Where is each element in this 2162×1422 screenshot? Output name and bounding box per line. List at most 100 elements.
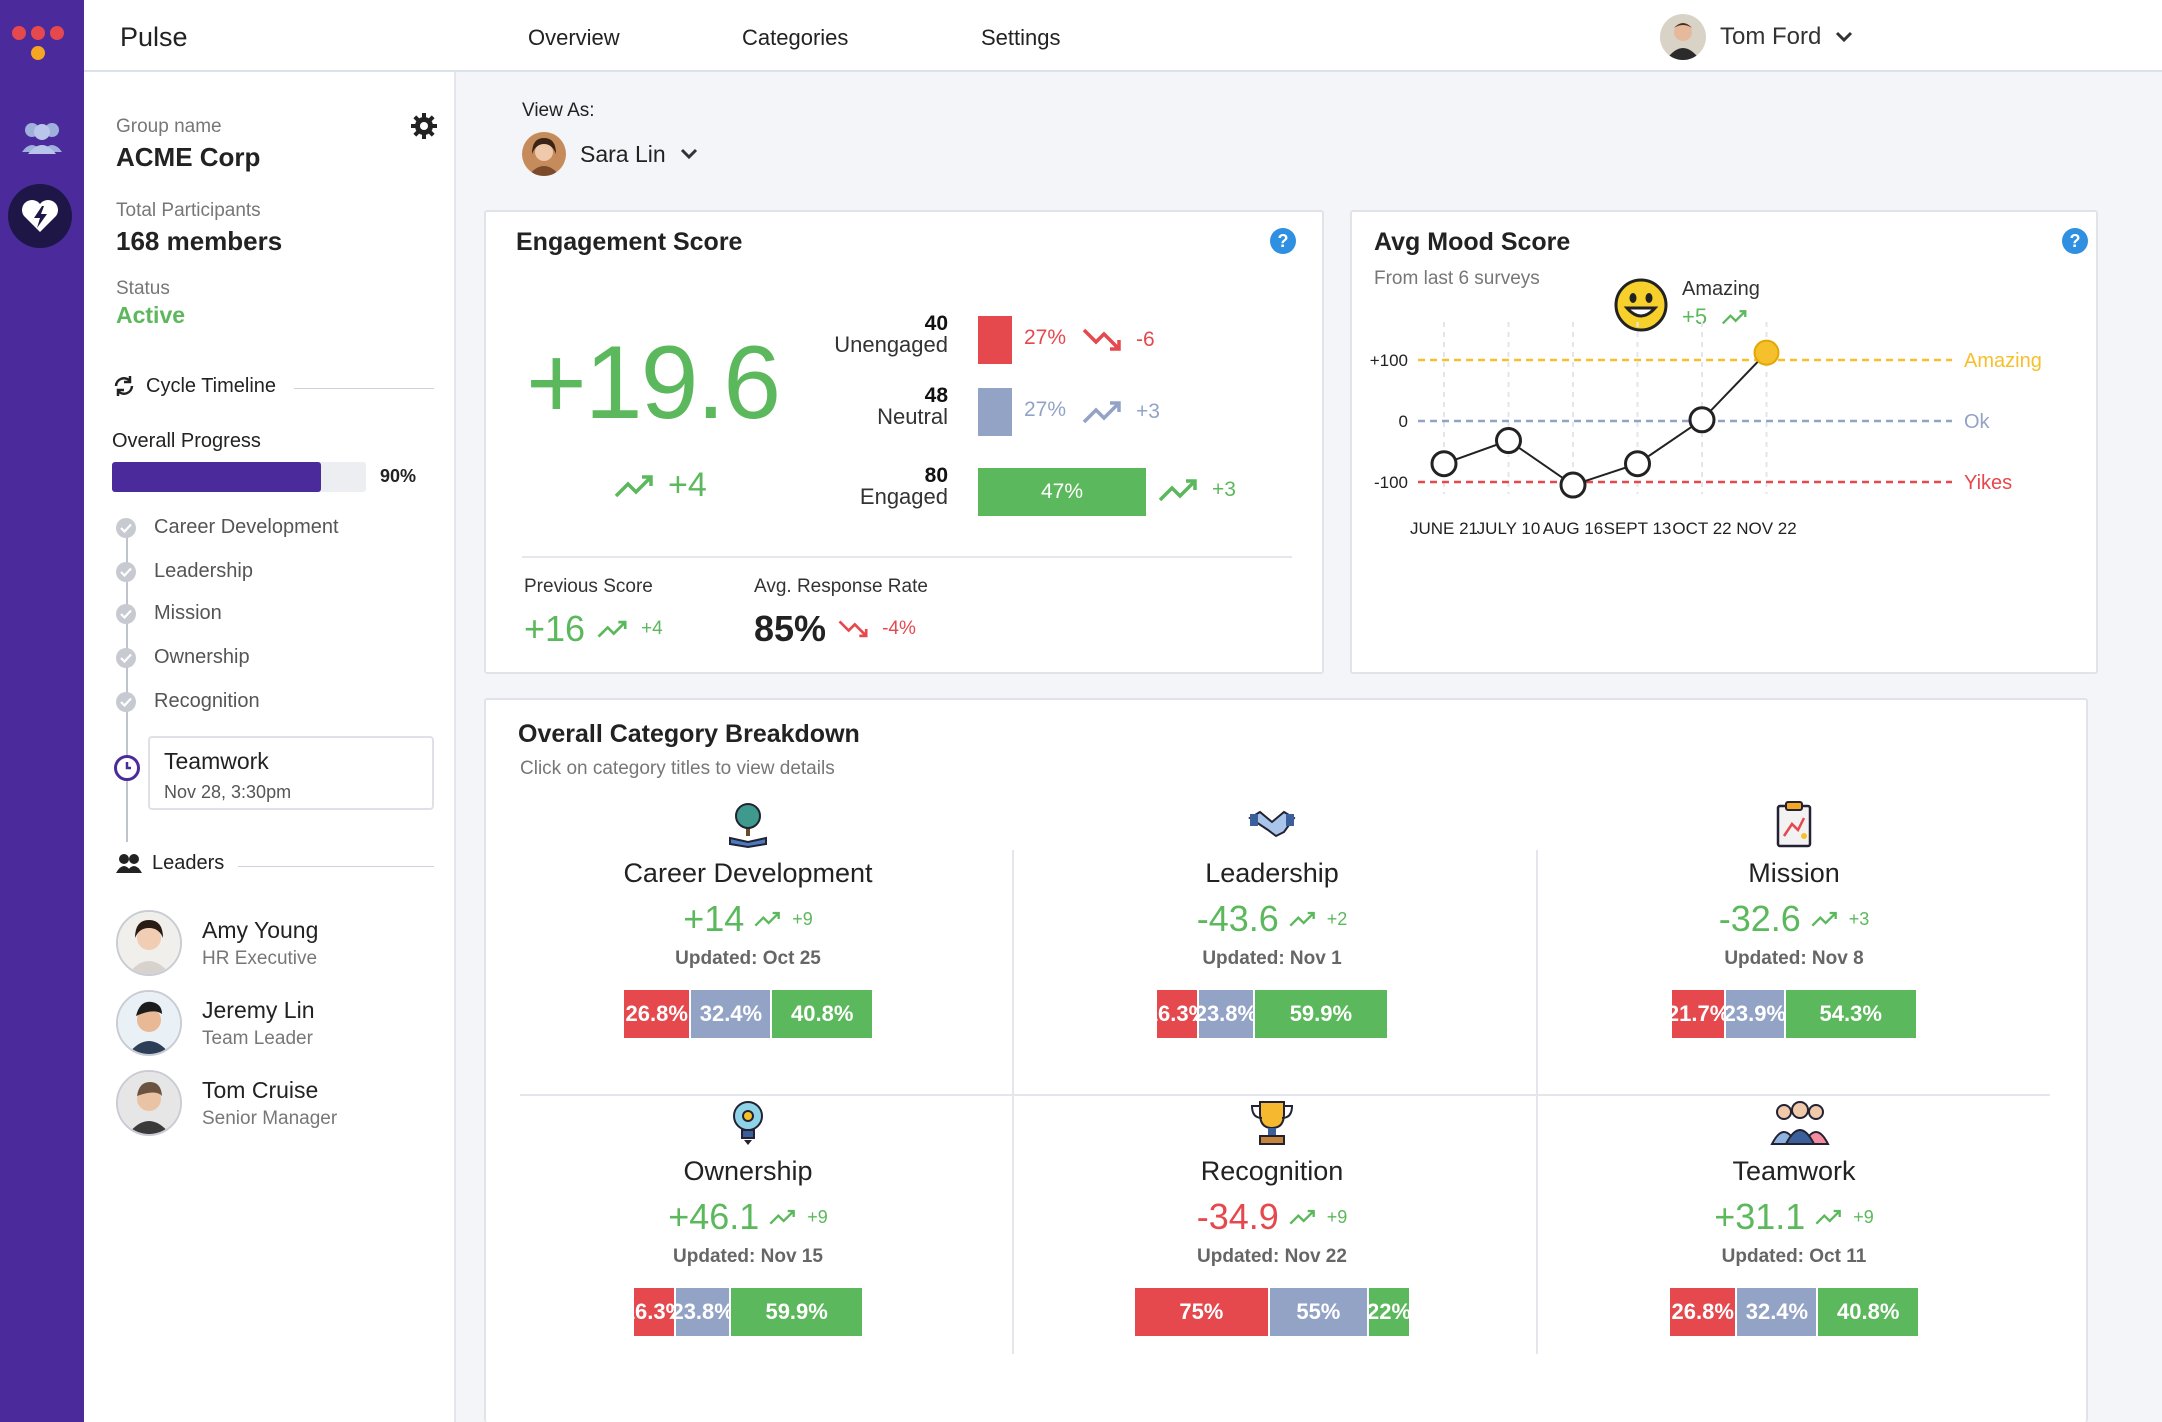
gear-icon[interactable]: [410, 112, 438, 140]
overall-progress-percent: 90%: [380, 466, 417, 486]
chevron-down-icon: [680, 148, 697, 160]
category-title[interactable]: Mission: [1748, 858, 1840, 888]
smiley-icon: [1614, 278, 1668, 332]
tab-categories[interactable]: Categories: [742, 25, 849, 50]
response-rate: 85% -4%: [754, 608, 916, 650]
category-title[interactable]: Recognition: [1200, 1156, 1344, 1186]
timeline-item[interactable]: Mission: [116, 602, 222, 625]
positive-segment: 54.3%: [1785, 990, 1916, 1038]
neutral-count: 48: [924, 384, 948, 407]
neutral-trend: +3: [1082, 398, 1160, 426]
category-title[interactable]: Career Development: [623, 858, 873, 888]
leader-avatar: [116, 910, 182, 976]
leader-item[interactable]: Amy Young HR Executive: [116, 910, 318, 976]
data-point: [1624, 450, 1651, 478]
neutral-label: Neutral: [877, 404, 948, 429]
help-icon[interactable]: ?: [1270, 228, 1296, 254]
tree-book-icon: [724, 800, 772, 849]
people-icon[interactable]: [18, 118, 66, 158]
trophy-icon: [1248, 1098, 1296, 1146]
cycle-timeline-title: Cycle Timeline: [146, 374, 277, 397]
engagement-score: +19.6: [526, 325, 781, 441]
grid-divider: [1536, 850, 1538, 1354]
unengaged-percent: 27%: [1024, 326, 1067, 349]
category-score: +46.1 +9: [488, 1196, 1008, 1238]
user-avatar: [1660, 14, 1706, 60]
negative-segment: 16.3%: [623, 1288, 685, 1336]
view-as-label: View As:: [522, 100, 595, 121]
y-tick-label: 0: [1399, 412, 1408, 431]
timeline-line: [126, 522, 128, 842]
clipboard-strategy-icon: [1770, 800, 1818, 848]
category-stacked-bar: 26.8% 32.4% 40.8%: [1670, 1288, 1918, 1336]
help-icon[interactable]: ?: [2062, 228, 2088, 254]
participants-count: 168 members: [116, 226, 283, 256]
y-tick-label: +100: [1370, 351, 1408, 370]
leader-name: Jeremy Lin: [202, 996, 315, 1023]
x-tick-label: NOV 22: [1736, 519, 1796, 538]
negative-segment: 75%: [1135, 1288, 1268, 1336]
negative-segment: 26.8%: [1670, 1288, 1736, 1336]
timeline-item[interactable]: Recognition: [116, 690, 260, 713]
leaders-heading: Leaders: [116, 852, 224, 875]
category-score: -34.9 +9: [1012, 1196, 1532, 1238]
card-divider: [522, 556, 1292, 558]
tab-settings[interactable]: Settings: [981, 25, 1061, 50]
category-title[interactable]: Leadership: [1205, 858, 1339, 888]
category-updated: Updated: Oct 11: [1721, 1246, 1867, 1267]
data-point: [1559, 471, 1587, 499]
category-title[interactable]: Teamwork: [1732, 1156, 1856, 1186]
timeline-item-label: Leadership: [154, 560, 253, 582]
neutral-segment: 23.9%: [1724, 990, 1786, 1038]
trend-up-icon: [1811, 911, 1837, 927]
leader-role: Team Leader: [202, 1027, 313, 1049]
user-menu[interactable]: Tom Ford: [1660, 14, 1853, 60]
timeline-item[interactable]: Ownership: [116, 646, 250, 669]
timeline-item[interactable]: Leadership: [116, 560, 253, 583]
top-bar: Pulse Overview Categories Settings Tom F…: [84, 0, 2162, 72]
view-as-selector[interactable]: Sara Lin: [522, 132, 698, 176]
check-icon: [116, 647, 136, 668]
group-panel: Group name ACME Corp Total Participants …: [84, 72, 456, 1422]
category-score-delta: +9: [1326, 1206, 1348, 1227]
leader-item[interactable]: Jeremy Lin Team Leader: [116, 990, 314, 1056]
unengaged-label: Unengaged: [834, 332, 948, 357]
category-cell: Teamwork +31.1 +9 Updated: Oct 11 26.8% 32.4%…: [1534, 1098, 2054, 1382]
category-score-delta: +9: [807, 1206, 828, 1227]
breakdown-title: Overall Category Breakdown: [518, 720, 860, 748]
positive-segment: 40.8%: [1818, 1288, 1918, 1336]
check-icon: [116, 561, 136, 582]
engagement-score-card: Engagement Score ? +19.6 +4 40 Unengaged…: [484, 210, 1324, 674]
category-score-delta: +9: [1853, 1206, 1874, 1227]
leader-item[interactable]: Tom Cruise Senior Manager: [116, 1070, 337, 1136]
category-title[interactable]: Ownership: [683, 1156, 813, 1186]
leader-avatar: [116, 990, 182, 1056]
participants-label: Total Participants: [116, 200, 261, 221]
pulse-logo-icon[interactable]: [12, 20, 72, 64]
neutral-segment: 55%: [1269, 1288, 1367, 1336]
category-score-value: -34.9: [1196, 1196, 1279, 1237]
engaged-bar: 47%: [978, 468, 1146, 516]
data-point: [1430, 450, 1458, 478]
timeline-item-label: Mission: [154, 602, 222, 624]
x-tick-label: SEPT 13: [1604, 519, 1672, 538]
category-score: +31.1 +9: [1534, 1196, 2054, 1238]
group-icon: [116, 853, 142, 873]
reference-line-label: Amazing: [1964, 350, 2042, 372]
category-score-delta: +2: [1326, 908, 1348, 929]
category-cell: Leadership -43.6 +2 Updated: Nov 1 16.3% 23.8…: [1012, 800, 1532, 1084]
reference-line-label: Yikes: [1964, 472, 2012, 494]
category-score: -32.6 +3: [1534, 898, 2054, 940]
category-score-delta: +9: [792, 908, 813, 929]
timeline-item[interactable]: Career Development: [116, 516, 339, 539]
tab-overview[interactable]: Overview: [528, 25, 620, 50]
current-cycle-card[interactable]: Teamwork Nov 28, 3:30pm: [148, 736, 434, 810]
avg-mood-score-card: Avg Mood Score From last 6 surveys ? Ama…: [1350, 210, 2098, 674]
category-updated: Updated: Nov 1: [1202, 948, 1342, 969]
unengaged-count: 40: [924, 312, 948, 335]
refresh-icon: [114, 376, 134, 396]
trend-up-icon: [1815, 1209, 1842, 1225]
previous-score-value: +16: [524, 608, 586, 649]
category-cell: Mission -32.6 +3 Updated: Nov 8 21.7% 23.9% 54…: [1534, 800, 2054, 1084]
pulse-heart-icon[interactable]: [8, 184, 72, 248]
